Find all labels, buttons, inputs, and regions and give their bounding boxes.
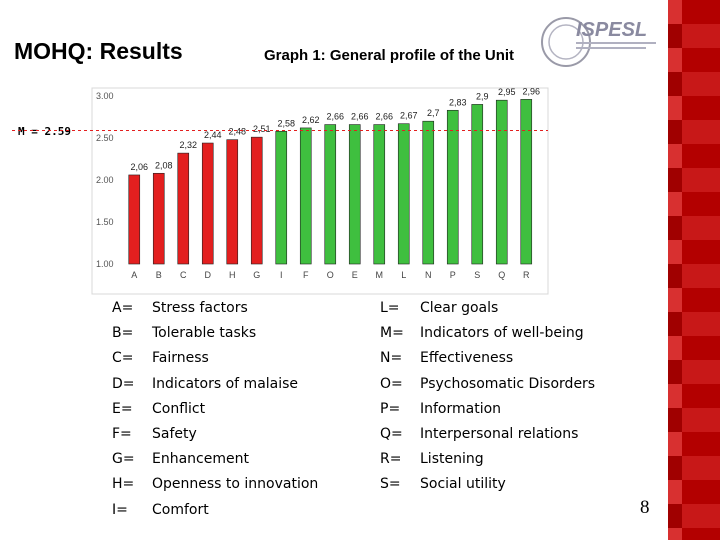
chart-title: Graph 1: General profile of the Unit xyxy=(264,47,515,64)
legend-label: Indicators of well-being xyxy=(420,325,584,342)
x-tick-label: D xyxy=(205,270,212,280)
data-label: 2,51 xyxy=(253,124,271,134)
data-label: 2,08 xyxy=(155,160,173,170)
bar xyxy=(299,127,312,265)
bar xyxy=(250,136,263,265)
bar xyxy=(520,99,533,265)
data-label: 2,66 xyxy=(375,112,393,122)
y-tick-label: 1.00 xyxy=(96,259,114,269)
ispesl-logo-icon: ISPESL xyxy=(541,17,656,67)
x-tick-label: C xyxy=(180,270,187,280)
x-tick-label: O xyxy=(327,270,334,280)
legend-key: I= xyxy=(112,501,128,518)
y-tick-label: 2.50 xyxy=(96,133,114,143)
bar-chart: 1.00 1.50 2.00 2.50 3.00 A B C D H G I F O E M L N P S Q R 2… xyxy=(12,86,549,295)
bar xyxy=(495,99,508,265)
legend-key: N= xyxy=(380,350,403,367)
svg-text:ISPESL: ISPESL xyxy=(576,19,647,41)
data-label: 2,48 xyxy=(228,127,246,137)
y-tick-label: 3.00 xyxy=(96,91,114,101)
legend-key: S= xyxy=(380,476,401,493)
x-tick-label: G xyxy=(253,270,260,280)
bar xyxy=(422,120,435,265)
legend-table: A= Stress factors B= Tolerable tasks C= Fairn… xyxy=(112,300,672,530)
legend-label: Enhancement xyxy=(152,451,249,468)
bar xyxy=(324,124,337,265)
legend-key: R= xyxy=(380,451,402,468)
legend-label: Information xyxy=(420,400,502,417)
legend-label: Social utility xyxy=(420,476,506,493)
bar xyxy=(471,104,484,265)
data-label: 2,06 xyxy=(130,162,148,172)
x-tick-label: A xyxy=(131,270,137,280)
slide-title: MOHQ: Results xyxy=(14,38,183,64)
x-tick-label: H xyxy=(229,270,236,280)
legend-key: P= xyxy=(380,400,401,417)
x-tick-label: I xyxy=(280,270,283,280)
legend-label: Indicators of malaise xyxy=(152,375,299,392)
legend-label: Effectiveness xyxy=(420,350,514,367)
legend-key: E= xyxy=(112,400,133,417)
legend-label: Openness to innovation xyxy=(152,476,319,493)
data-label: 2,9 xyxy=(476,91,489,101)
legend-key: C= xyxy=(112,350,134,367)
legend-key: O= xyxy=(380,375,403,392)
legend-label: Safety xyxy=(152,426,197,442)
bar xyxy=(275,130,288,265)
x-tick-label: B xyxy=(156,270,162,280)
data-label: 2,7 xyxy=(427,108,440,118)
x-tick-label: E xyxy=(352,270,358,280)
legend-key: H= xyxy=(112,476,135,493)
legend-key: M= xyxy=(380,325,404,342)
y-tick-label: 1.50 xyxy=(96,217,114,227)
legend-key: L= xyxy=(380,300,400,316)
bar xyxy=(152,172,165,265)
legend-label: Stress factors xyxy=(152,300,248,316)
x-tick-label: R xyxy=(523,270,530,280)
legend-key: D= xyxy=(112,375,135,392)
data-label: 2,66 xyxy=(326,112,344,122)
legend-label: Clear goals xyxy=(420,300,499,316)
bar xyxy=(446,109,459,265)
legend-label: Tolerable tasks xyxy=(152,325,257,342)
data-label: 2,95 xyxy=(498,87,516,97)
legend-label: Psychosomatic Disorders xyxy=(420,375,596,392)
x-tick-label: N xyxy=(425,270,432,280)
data-label: 2,58 xyxy=(277,118,295,128)
decorative-stripe xyxy=(668,0,720,540)
bar xyxy=(177,152,190,265)
bar xyxy=(348,124,361,265)
x-tick-label: F xyxy=(303,270,309,280)
page-number: 8 xyxy=(640,497,650,518)
legend-label: Conflict xyxy=(152,400,206,417)
legend-label: Listening xyxy=(420,451,484,468)
legend-label: Fairness xyxy=(152,350,209,367)
legend-key: G= xyxy=(112,451,135,468)
mean-label: M = 2.59 xyxy=(18,125,71,138)
legend-key: F= xyxy=(112,426,132,442)
legend-key: B= xyxy=(112,325,134,342)
x-tick-label: P xyxy=(450,270,456,280)
data-label: 2,32 xyxy=(179,140,197,150)
y-tick-label: 2.00 xyxy=(96,175,114,185)
x-tick-label: Q xyxy=(498,270,505,280)
bar xyxy=(226,139,239,265)
legend-key: A= xyxy=(112,300,134,316)
data-label: 2,67 xyxy=(400,111,418,121)
legend-label: Comfort xyxy=(152,501,209,518)
legend-label: Interpersonal relations xyxy=(420,426,579,442)
data-label: 2,66 xyxy=(351,112,369,122)
data-label: 2,83 xyxy=(449,97,467,107)
bar xyxy=(128,174,141,265)
x-tick-label: L xyxy=(401,270,406,280)
data-label: 2,96 xyxy=(522,86,540,96)
bar xyxy=(201,142,214,265)
legend-key: Q= xyxy=(380,426,403,442)
data-label: 2,62 xyxy=(302,115,320,125)
x-tick-label: S xyxy=(474,270,480,280)
bar xyxy=(373,124,386,265)
data-label: 2,44 xyxy=(204,130,222,140)
bar xyxy=(397,123,410,265)
x-tick-label: M xyxy=(376,270,384,280)
